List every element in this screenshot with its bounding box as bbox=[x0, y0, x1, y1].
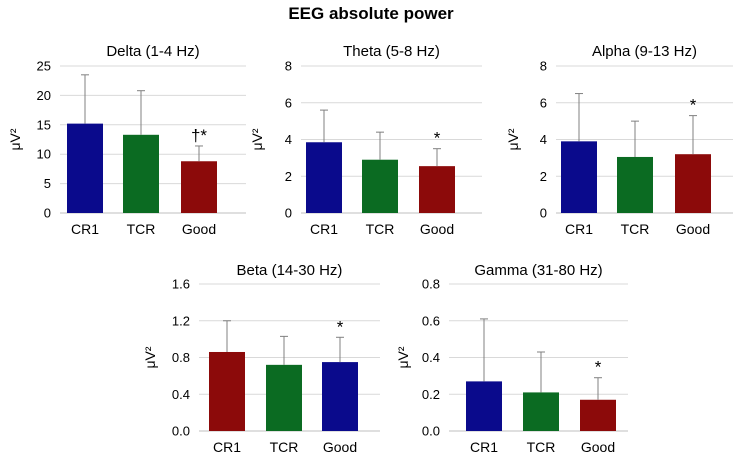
x-tick-label: Good bbox=[581, 439, 615, 455]
bar-tcr bbox=[266, 364, 302, 431]
bar-good bbox=[675, 154, 711, 213]
x-tick-label: Good bbox=[323, 439, 357, 455]
chart-theta: Theta (5-8 Hz) 0 2 4 6 8 μV² CR1 TCR * Good bbox=[249, 43, 482, 237]
x-tick-label: TCR bbox=[127, 221, 156, 237]
bar-good bbox=[322, 362, 358, 431]
y-tick-label: 1.6 bbox=[172, 277, 190, 292]
y-tick-label: 2 bbox=[285, 169, 292, 184]
bar-good bbox=[181, 161, 217, 213]
y-tick-label: 0 bbox=[540, 206, 547, 221]
x-tick-label: TCR bbox=[621, 221, 650, 237]
y-tick-label: 0 bbox=[44, 206, 51, 221]
y-tick-label: 1.2 bbox=[172, 313, 190, 328]
y-tick-label: 6 bbox=[540, 95, 547, 110]
x-tick-label: Good bbox=[182, 221, 216, 237]
x-tick-label: CR1 bbox=[310, 221, 338, 237]
y-tick-label: 0.6 bbox=[422, 313, 440, 328]
y-tick-label: 0.4 bbox=[172, 387, 190, 402]
chart-title: Delta (1-4 Hz) bbox=[106, 43, 199, 60]
bar-tcr bbox=[362, 159, 398, 213]
y-axis-label: μV² bbox=[505, 128, 521, 150]
bar-good bbox=[419, 166, 455, 213]
x-tick-label: CR1 bbox=[213, 439, 241, 455]
y-tick-label: 0.0 bbox=[172, 424, 190, 439]
y-tick-label: 8 bbox=[540, 59, 547, 74]
y-tick-label: 5 bbox=[44, 176, 51, 191]
chart-title: Alpha (9-13 Hz) bbox=[592, 43, 697, 60]
x-tick-label: Good bbox=[676, 221, 710, 237]
significance-marker: * bbox=[595, 358, 602, 377]
figure-title: EEG absolute power bbox=[288, 4, 454, 23]
y-axis-label: μV² bbox=[249, 128, 265, 150]
y-axis-label: μV² bbox=[395, 346, 411, 368]
y-tick-label: 25 bbox=[37, 59, 51, 74]
significance-marker: * bbox=[434, 129, 441, 148]
x-tick-label: CR1 bbox=[565, 221, 593, 237]
bar-tcr bbox=[523, 392, 559, 431]
chart-title: Gamma (31-80 Hz) bbox=[474, 262, 602, 279]
y-tick-label: 10 bbox=[37, 147, 51, 162]
bar-tcr bbox=[123, 134, 159, 213]
chart-beta: Beta (14-30 Hz) 0.0 0.4 0.8 1.2 1.6 μV² CR1 TCR *… bbox=[142, 262, 380, 455]
chart-title: Theta (5-8 Hz) bbox=[343, 43, 440, 60]
bar-cr1 bbox=[561, 141, 597, 213]
y-tick-label: 2 bbox=[540, 169, 547, 184]
significance-marker: †* bbox=[191, 126, 207, 145]
y-tick-label: 4 bbox=[285, 132, 292, 147]
y-axis-label: μV² bbox=[142, 346, 158, 368]
bar-cr1 bbox=[306, 142, 342, 213]
bar-tcr bbox=[617, 156, 653, 213]
y-tick-label: 6 bbox=[285, 95, 292, 110]
x-tick-label: TCR bbox=[366, 221, 395, 237]
y-tick-label: 15 bbox=[37, 117, 51, 132]
bar-good bbox=[580, 399, 616, 431]
x-tick-label: TCR bbox=[527, 439, 556, 455]
bar-cr1 bbox=[466, 381, 502, 431]
y-tick-label: 4 bbox=[540, 132, 547, 147]
significance-marker: * bbox=[690, 96, 697, 115]
y-tick-label: 0.8 bbox=[422, 277, 440, 292]
significance-marker: * bbox=[337, 317, 344, 336]
chart-delta: Delta (1-4 Hz) 0 5 10 15 20 25 μV² CR1 TCR †* Good bbox=[7, 43, 246, 237]
x-tick-label: CR1 bbox=[470, 439, 498, 455]
bar-cr1 bbox=[67, 123, 103, 213]
x-tick-label: CR1 bbox=[71, 221, 99, 237]
y-tick-label: 0 bbox=[285, 206, 292, 221]
y-tick-label: 0.4 bbox=[422, 350, 440, 365]
chart-gamma: Gamma (31-80 Hz) 0.0 0.2 0.4 0.6 0.8 μV² CR1 TCR… bbox=[395, 262, 628, 455]
y-tick-label: 8 bbox=[285, 59, 292, 74]
y-tick-label: 0.2 bbox=[422, 387, 440, 402]
chart-title: Beta (14-30 Hz) bbox=[237, 262, 343, 279]
y-tick-label: 0.8 bbox=[172, 350, 190, 365]
y-axis-label: μV² bbox=[7, 128, 23, 150]
bar-cr1 bbox=[209, 351, 245, 431]
x-tick-label: Good bbox=[420, 221, 454, 237]
chart-alpha: Alpha (9-13 Hz) 0 2 4 6 8 μV² CR1 TCR * Good bbox=[505, 43, 733, 237]
x-tick-label: TCR bbox=[270, 439, 299, 455]
y-tick-label: 20 bbox=[37, 88, 51, 103]
y-tick-label: 0.0 bbox=[422, 424, 440, 439]
